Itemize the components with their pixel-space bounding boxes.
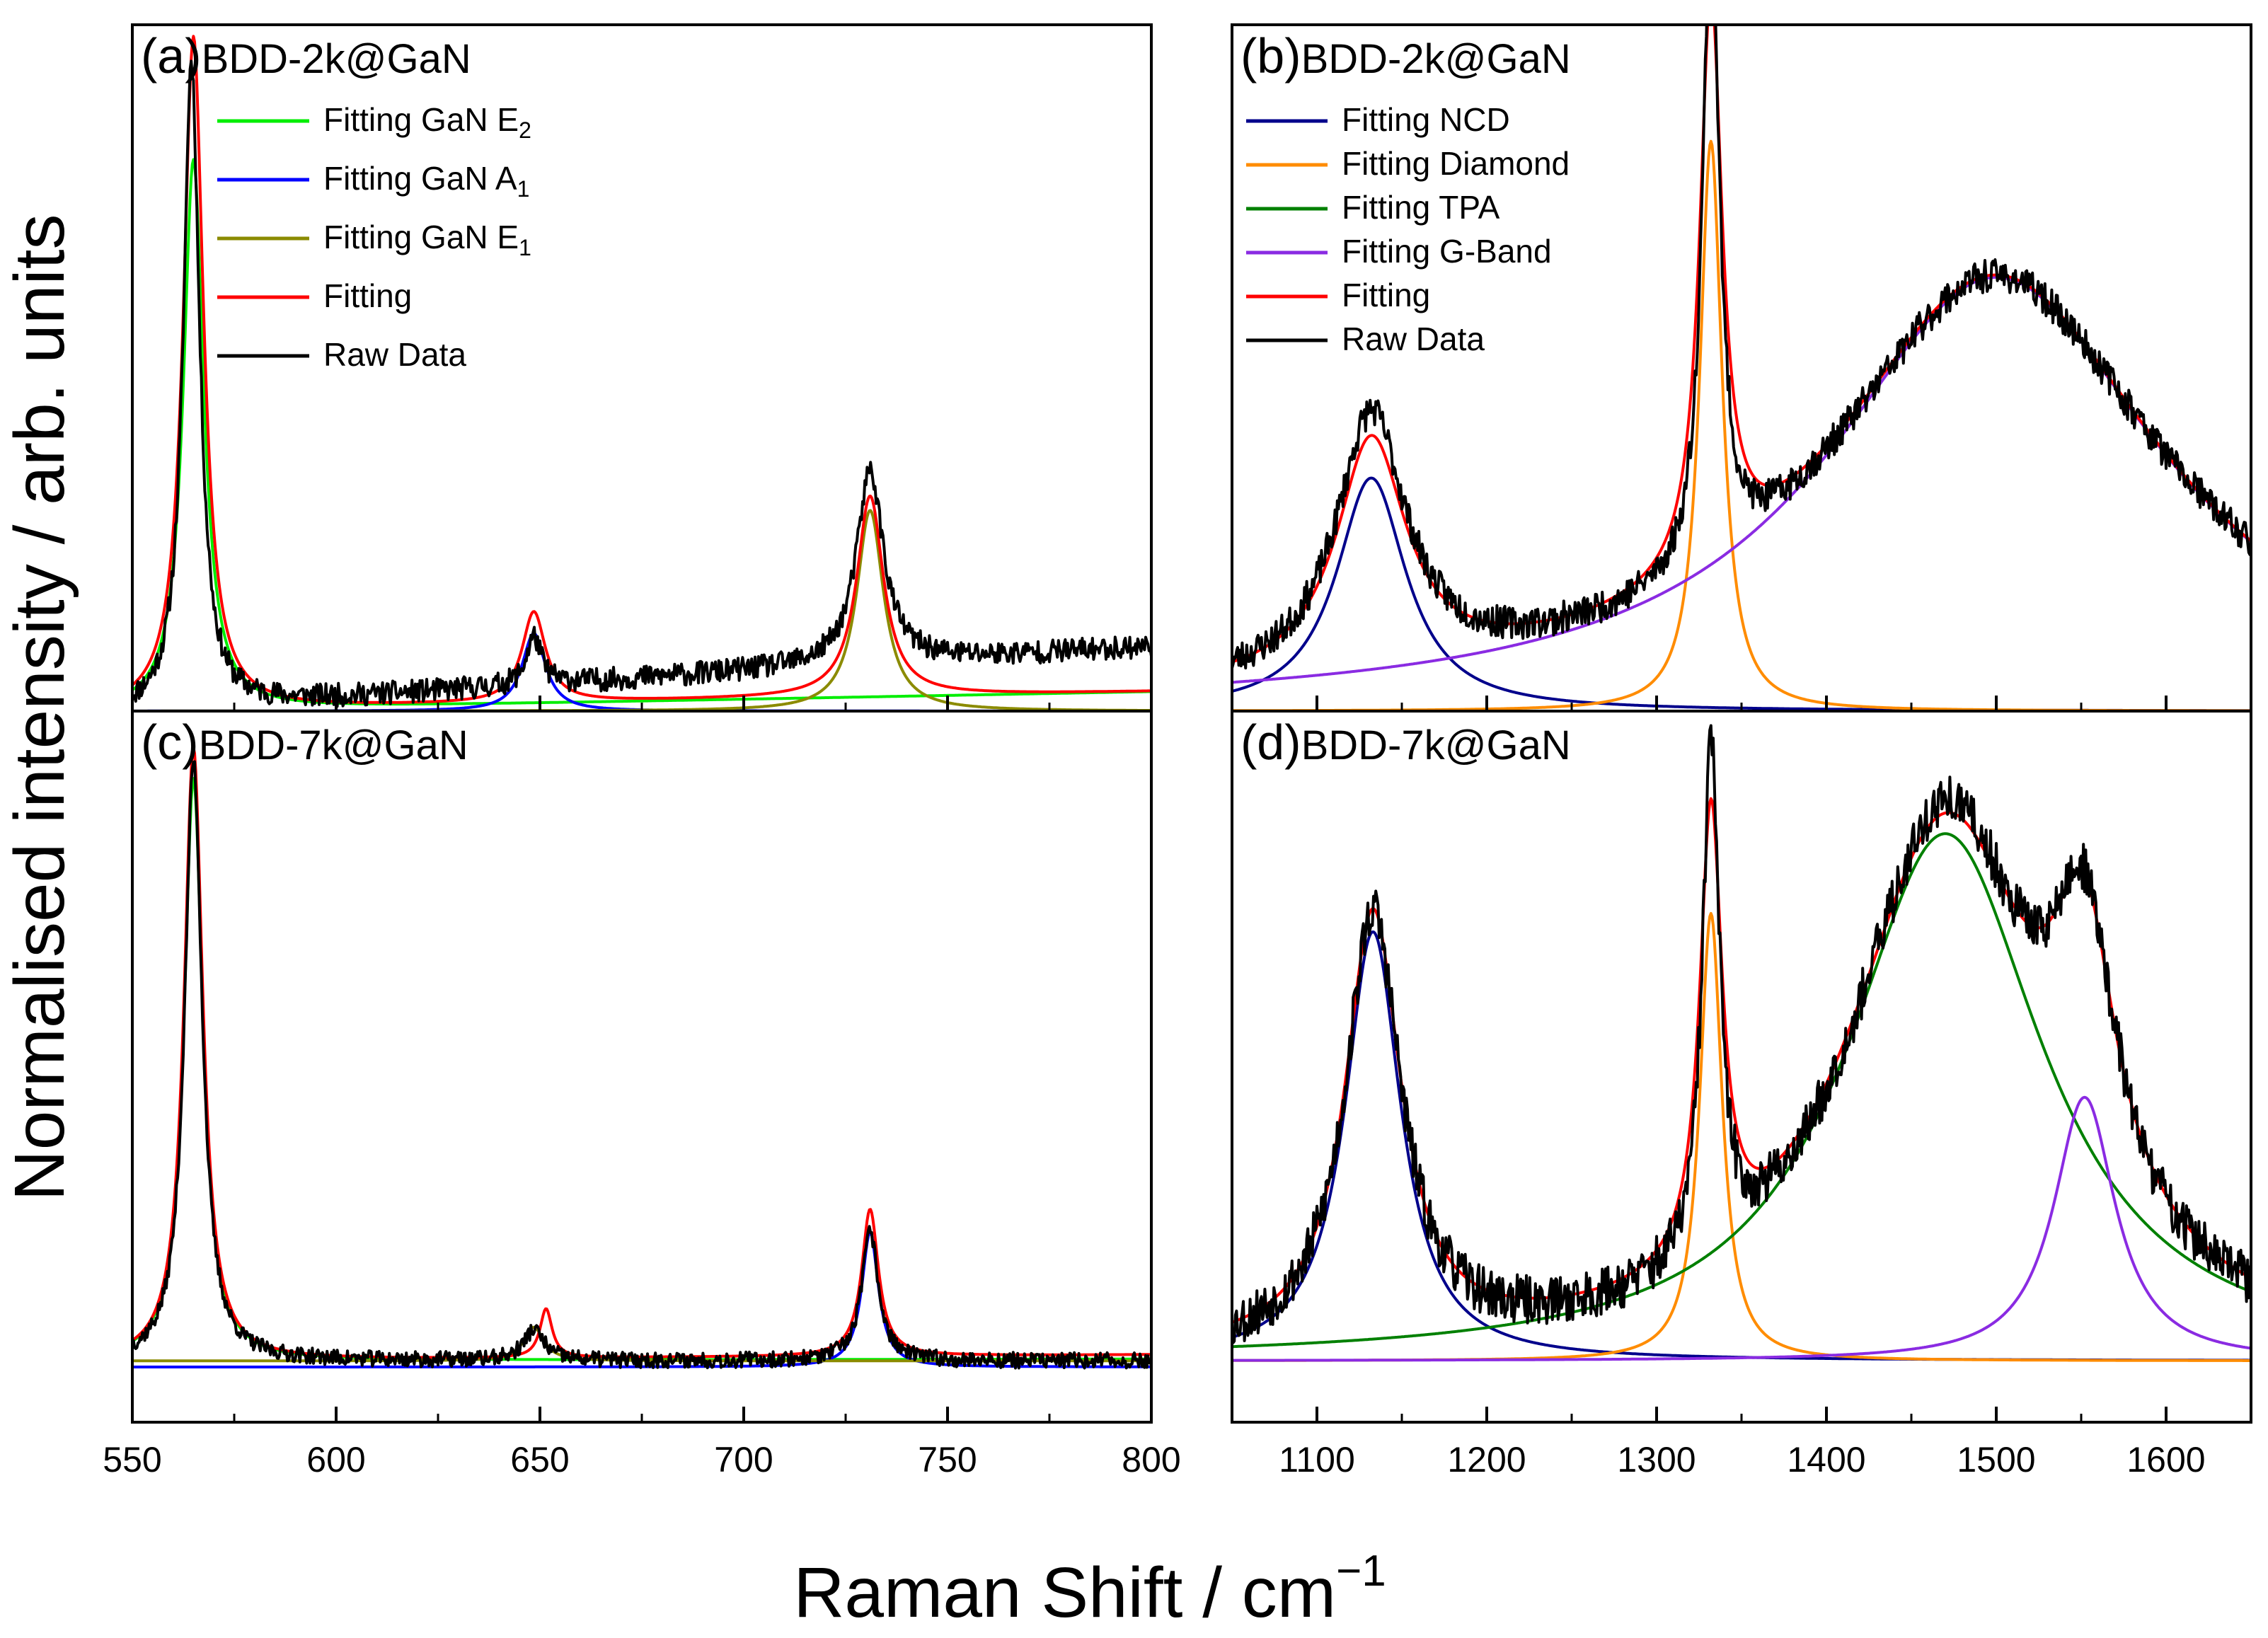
panel-title: (a)BDD-2k@GaN: [141, 28, 471, 83]
x-tick-label: 600: [306, 1440, 365, 1480]
legend-label-text: Fitting NCD: [1342, 101, 1510, 138]
x-tick-label: 550: [103, 1440, 161, 1480]
x-tick-label: 1300: [1617, 1440, 1696, 1480]
legend-label-subscript: 2: [519, 117, 531, 143]
legend-label-text: Fitting: [1342, 277, 1430, 313]
series-ncd-line: [1232, 476, 2251, 711]
series-gan_a1-line: [132, 1230, 1151, 1368]
panel-frame: [131, 23, 1153, 713]
x-tick-label: 750: [918, 1440, 977, 1480]
legend-label-text: Fitting: [323, 277, 412, 314]
legend-label-text: Fitting G-Band: [1342, 233, 1552, 270]
x-tick-label: 650: [510, 1440, 569, 1480]
legend-label-text: Fitting GaN E: [323, 219, 519, 255]
panel-c: 550 600 650 700 750 800 (c)BDD-7k@GaN: [103, 710, 1181, 1480]
series-fitting-line: [1232, 797, 2251, 1324]
series-gan_e2-line: [132, 158, 1151, 706]
series-raw-line: [1232, 724, 2251, 1344]
legend-label-text: Fitting GaN A: [323, 160, 517, 197]
series-gband-line: [1232, 1095, 2251, 1362]
panel-d: 1100 1200 1300 1400 1500 1600 (d)BDD-7k@GaN: [1231, 710, 2252, 1480]
plot-area: [1232, 724, 2251, 1362]
legend-label: Fitting G-Band: [1342, 233, 1552, 270]
legend-label-subscript: 1: [517, 176, 530, 202]
plot-area: [132, 746, 1151, 1370]
legend-label: Fitting TPA: [1342, 189, 1500, 226]
legend-label: Fitting GaN A1: [323, 160, 529, 202]
x-axis-title: Raman Shift / cm−1: [793, 1547, 1386, 1632]
x-tick-label: 700: [714, 1440, 773, 1480]
panel-frame: [1231, 710, 2252, 1424]
panel-title: (d)BDD-7k@GaN: [1241, 715, 1571, 770]
legend-label-text: Fitting TPA: [1342, 189, 1500, 226]
x-tick-label: 1500: [1957, 1440, 2035, 1480]
legend-label: Fitting NCD: [1342, 101, 1510, 138]
panel-sample-name: BDD-2k@GaN: [202, 36, 471, 82]
legend-label: Fitting GaN E2: [323, 101, 531, 143]
panel-sample-name: BDD-7k@GaN: [1301, 722, 1571, 768]
series-raw-line: [132, 760, 1151, 1370]
x-tick-label: 800: [1122, 1440, 1180, 1480]
panel-letter: (b): [1241, 28, 1301, 83]
legend-label-text: Raw Data: [323, 336, 466, 373]
plot-area: [132, 35, 1151, 711]
x-tick-label: 1600: [2126, 1440, 2205, 1480]
x-tick-label: 1400: [1787, 1440, 1865, 1480]
series-gan_e2-line: [132, 777, 1151, 1361]
panel-sample-name: BDD-7k@GaN: [199, 722, 468, 768]
legend-label: Fitting Diamond: [1342, 145, 1570, 182]
legend-label-text: Fitting GaN E: [323, 101, 519, 138]
x-axis-title-superscript: −1: [1336, 1547, 1386, 1596]
y-axis-title: Normalised intensity / arb. units: [0, 214, 79, 1201]
panel-frame: [131, 710, 1153, 1424]
panel-title: (b)BDD-2k@GaN: [1241, 28, 1571, 83]
series-raw-line: [1232, 25, 2251, 670]
series-fitting-line: [132, 35, 1151, 704]
panel-sample-name: BDD-2k@GaN: [1301, 36, 1571, 82]
panel-b: (b)BDD-2k@GaN Fitting NCD Fitting Diamond F…: [1231, 23, 2252, 713]
series-tpa-line: [1232, 832, 2251, 1349]
x-axis-title-main: Raman Shift / cm: [793, 1553, 1336, 1632]
panel-letter: (c): [141, 715, 199, 770]
x-tick-label: 1100: [1279, 1440, 1355, 1480]
legend-label-subscript: 1: [519, 235, 531, 260]
legend-label: Raw Data: [323, 336, 466, 373]
legend-label-text: Fitting Diamond: [1342, 145, 1570, 182]
panel-letter: (d): [1241, 715, 1301, 770]
legend-label: Fitting: [1342, 277, 1430, 313]
x-tick-label: 1200: [1447, 1440, 1526, 1480]
legend-label: Raw Data: [1342, 321, 1485, 357]
panel-title: (c)BDD-7k@GaN: [141, 715, 468, 770]
series-raw-line: [132, 59, 1151, 708]
legend-label: Fitting GaN E1: [323, 219, 531, 260]
series-fitting-line: [132, 746, 1151, 1359]
panel-letter: (a): [141, 28, 202, 83]
legend-label-text: Raw Data: [1342, 321, 1485, 357]
legend-label: Fitting: [323, 277, 412, 314]
